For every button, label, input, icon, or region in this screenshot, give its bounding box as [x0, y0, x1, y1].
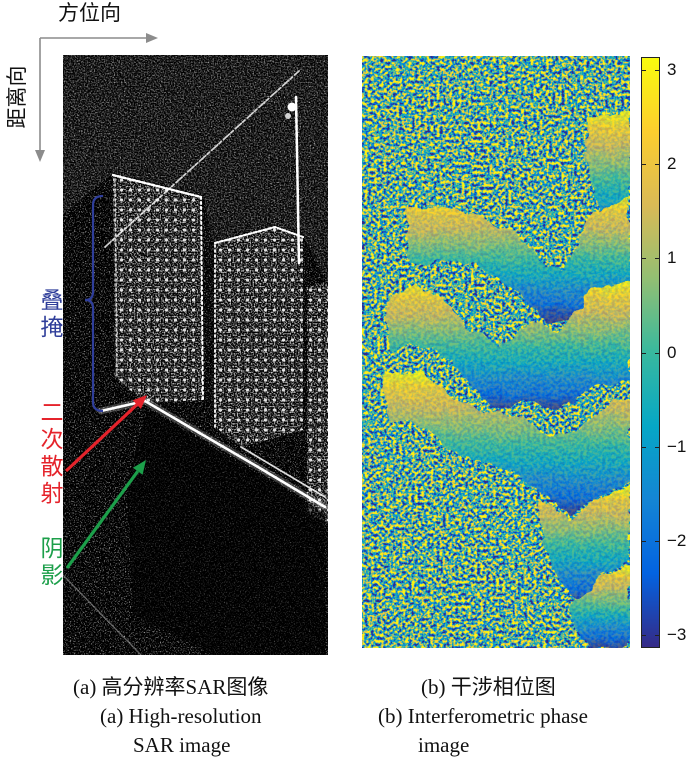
- colorbar-tick-mark: [642, 70, 646, 71]
- caption-a-zh: (a) 高分辨率SAR图像: [73, 675, 269, 699]
- caption-a-en-line2: SAR image: [133, 733, 231, 757]
- sar-scatter-lines: [63, 70, 328, 655]
- colorbar-tick-mark: [655, 541, 659, 542]
- colorbar-tick-label: −2: [667, 531, 687, 550]
- sar-building-b-roof-edge: [213, 225, 305, 245]
- colorbar-tick-mark: [655, 353, 659, 354]
- sar-image: [63, 55, 328, 655]
- sar-image-canvas: [63, 55, 328, 655]
- layover-label: 叠掩: [36, 288, 62, 342]
- sar-shadow-edge-line: [63, 574, 142, 655]
- colorbar-tick-mark: [642, 164, 646, 165]
- double-bounce-label: 二次散射: [36, 400, 62, 508]
- sar-building-a-roof-edge: [111, 173, 203, 199]
- caption-a-en-line1: (a) High-resolution: [100, 704, 262, 728]
- colorbar-tick-mark: [655, 164, 659, 165]
- colorbar-tick-mark: [642, 258, 646, 259]
- colorbar-tick-mark: [642, 635, 646, 636]
- sar-diagonal-line: [104, 70, 300, 248]
- colorbar-tick-mark: [642, 541, 646, 542]
- azimuth-arrow: [40, 33, 158, 43]
- sar-bright-point: [285, 113, 291, 119]
- colorbar-tick-label: 1: [667, 248, 677, 267]
- colorbar: [641, 57, 660, 648]
- sar-building-a-left-edge: [114, 178, 118, 376]
- phase-image: [362, 56, 630, 648]
- colorbar-tick-label: 2: [667, 154, 677, 173]
- colorbar-tick-mark: [642, 353, 646, 354]
- caption-b-en-line1: (b) Interferometric phase: [378, 704, 588, 728]
- azimuth-arrow-head: [146, 33, 158, 43]
- azimuth-direction-label: 方位向: [58, 1, 121, 25]
- phase-image-canvas: [362, 56, 630, 648]
- sar-bright-point: [287, 102, 297, 112]
- phase-noise-texture: [362, 56, 630, 648]
- range-arrow: [35, 38, 45, 162]
- range-arrow-head: [35, 150, 45, 162]
- sar-shadow-region: [127, 409, 325, 655]
- colorbar-tick-mark: [642, 447, 646, 448]
- colorbar-tick-label: 0: [667, 343, 677, 362]
- caption-b-en-line2: image: [418, 733, 470, 757]
- colorbar-tick-label: −3: [667, 625, 687, 644]
- sar-building-a-side-edge: [200, 196, 204, 401]
- colorbar-tick-mark: [655, 635, 659, 636]
- shadow-label: 阴影: [36, 536, 62, 590]
- colorbar-tick-mark: [655, 258, 659, 259]
- caption-b-zh: (b) 干涉相位图: [421, 675, 556, 699]
- range-direction-label: 距离向: [5, 65, 29, 129]
- colorbar-tick-mark: [655, 70, 659, 71]
- colorbar-tick-mark: [655, 447, 659, 448]
- sar-building-b-base-line: [240, 446, 326, 498]
- colorbar-tick-label: −1: [667, 437, 687, 456]
- colorbar-tick-label: 3: [667, 60, 677, 79]
